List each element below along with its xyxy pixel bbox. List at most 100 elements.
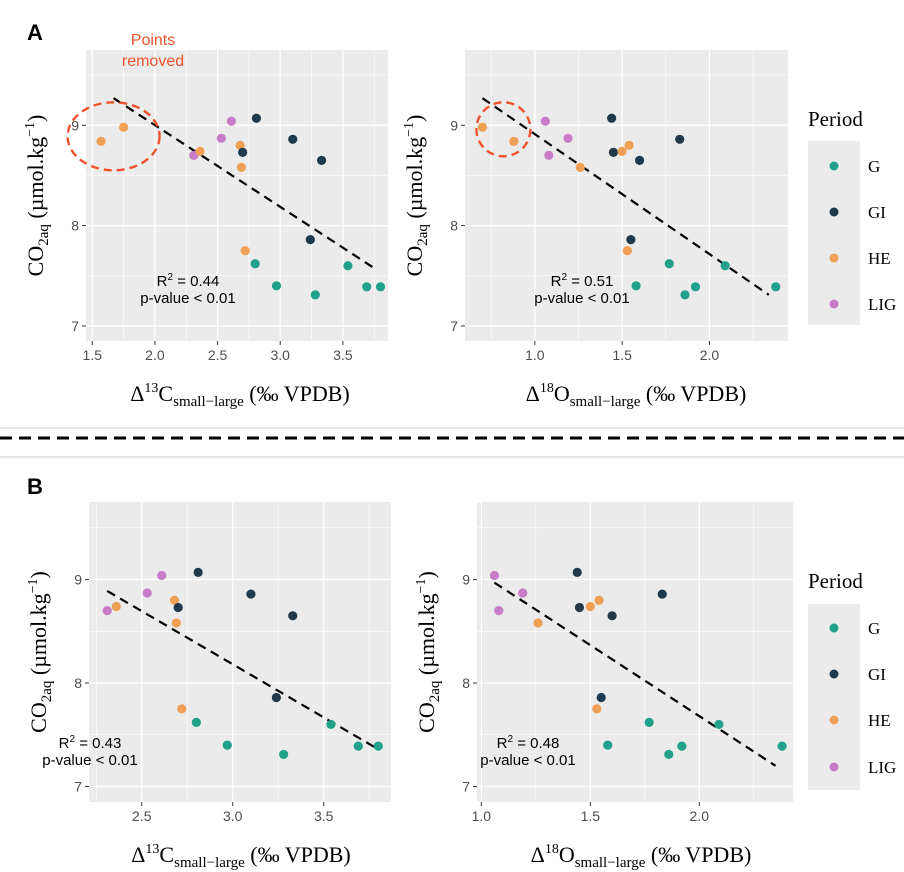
- chart-3-point-g: [353, 741, 363, 751]
- chart-4-point-g: [777, 741, 787, 751]
- chart-1-y-tick-label: 8: [71, 218, 79, 234]
- chart-1-y-title-close: ): [23, 115, 48, 122]
- chart-2-x-title-element: O: [554, 381, 570, 406]
- chart-2-point-he: [624, 140, 634, 150]
- chart-1-r-squared-superscript: 2: [167, 272, 173, 283]
- chart-3-point-he: [171, 618, 181, 628]
- chart-2-y-tick-label: 7: [450, 318, 458, 334]
- chart-4-point-lig: [489, 570, 500, 581]
- chart-2-point-lig: [544, 150, 554, 160]
- chart-1-x-tick-label: 3.0: [270, 347, 290, 363]
- chart-4-x-tick-label: 1.5: [581, 808, 601, 824]
- chart-4-point-gi: [574, 602, 585, 613]
- chart-1-x-title-element: C: [158, 381, 173, 406]
- legend-b-key-g: [829, 623, 839, 633]
- chart-3-point-gi: [193, 567, 203, 577]
- legend-b-label-lig: LIG: [868, 758, 896, 777]
- chart-1-x-tick-label: 2.5: [208, 347, 228, 363]
- chart-4-point-g: [714, 719, 724, 730]
- chart-4-point-g: [664, 749, 674, 760]
- chart-4-y-title-unit: (µmol.kg: [414, 593, 439, 680]
- chart-2-x-tick-label: 1.0: [525, 347, 545, 363]
- chart-4-point-g: [677, 741, 687, 751]
- chart-3-r-squared: R2 = 0.43: [59, 734, 122, 752]
- chart-3-point-gi: [246, 589, 256, 599]
- chart-4-r-squared-superscript: 2: [507, 734, 513, 745]
- legend-a-key-bg: [808, 141, 860, 325]
- chart-3-x-tick-label: 2.5: [132, 808, 152, 824]
- chart-1-point-g: [310, 290, 320, 300]
- chart-3-point-g: [279, 749, 289, 760]
- chart-3-point-he: [177, 704, 187, 714]
- chart-3-point-lig: [157, 570, 167, 581]
- chart-3-point-gi: [271, 692, 281, 703]
- chart-1-point-g: [362, 282, 372, 292]
- chart-1-x-title-subscript: small−large: [173, 394, 244, 410]
- legend-a-label-g: G: [868, 157, 880, 176]
- chart-1-y-title-unit: (µmol.kg: [23, 137, 48, 224]
- chart-1-point-g: [343, 261, 353, 271]
- chart-2-point-he: [509, 136, 519, 146]
- chart-4-point-lig: [518, 588, 528, 598]
- chart-4-x-title-subscript: small−large: [575, 855, 646, 871]
- chart-2-point-gi: [607, 113, 617, 123]
- chart-1-y-tick-label: 9: [71, 117, 79, 133]
- chart-2-x-title-subscript: small−large: [570, 394, 641, 410]
- chart-2-r-squared-symbol: R: [551, 273, 562, 290]
- chart-3-point-he: [111, 601, 121, 612]
- chart-3-point-he: [169, 595, 180, 605]
- chart-3-y-title-co: CO: [26, 702, 51, 733]
- chart-2-point-g: [631, 281, 641, 291]
- chart-2-point-lig: [540, 116, 550, 126]
- chart-4-x-title-delta: Δ: [531, 842, 545, 867]
- chart-1-removed-points-circle: [66, 101, 161, 172]
- legend-a-key-gi: [829, 207, 839, 217]
- chart-3-r-squared-value: = 0.43: [75, 735, 121, 752]
- chart-2-y-axis-title: CO2aq (µmol.kg−1): [402, 115, 431, 277]
- chart-3-y-title-subscript: 2aq: [39, 680, 55, 702]
- chart-1-point-lig: [216, 133, 226, 143]
- legend-b-key-he: [829, 715, 839, 725]
- chart-2-y-title-co: CO: [402, 246, 427, 277]
- chart-1-x-title-unit: (‰ VPDB): [244, 381, 350, 406]
- chart-1-x-tick-label: 3.5: [333, 347, 353, 363]
- chart-2-point-g: [771, 282, 781, 292]
- legend-a-label-lig: LIG: [868, 295, 896, 314]
- chart-4-y-title-superscript: −1: [414, 578, 429, 593]
- chart-2-point-he: [575, 162, 585, 173]
- panel-a-label: A: [27, 20, 43, 45]
- legend-b-label-he: HE: [868, 711, 891, 730]
- chart-4-point-g: [644, 717, 654, 727]
- chart-2-y-tick-label: 8: [450, 218, 458, 234]
- chart-1-y-axis-title: CO2aq (µmol.kg−1): [23, 115, 52, 277]
- chart-3-x-title-delta: Δ: [131, 842, 145, 867]
- chart-2-point-he: [622, 246, 632, 256]
- legend-a: Period G GI HE LIG: [808, 107, 896, 325]
- chart-1-point-g: [250, 259, 260, 269]
- chart-3-x-title-isotope: 13: [145, 842, 159, 857]
- chart-1-point-he: [118, 122, 129, 132]
- chart-4-r-squared: R2 = 0.48: [497, 734, 560, 752]
- chart-3-point-g: [222, 740, 232, 750]
- chart-3-point-g: [373, 741, 383, 751]
- chart-1-y-title-co: CO: [23, 246, 48, 277]
- chart-2-x-axis-title: Δ18Osmall−large (‰ VPDB): [526, 381, 747, 410]
- chart-1-point-g: [375, 282, 386, 292]
- chart-1-point-g: [271, 281, 282, 291]
- chart-3-y-tick-label: 7: [74, 778, 82, 794]
- chart-4-y-title-subscript: 2aq: [427, 680, 443, 702]
- chart-2-y-title-close: ): [402, 115, 427, 122]
- chart-3-x-tick-label: 3.5: [314, 808, 334, 824]
- chart-2-point-lig: [563, 133, 573, 143]
- legend-a-label-gi: GI: [868, 203, 886, 222]
- legend-b-title: Period: [808, 569, 863, 593]
- chart-4-y-tick-label: 7: [462, 778, 470, 794]
- chart-2-point-he: [477, 122, 488, 132]
- chart-1-x-tick-label: 2.0: [145, 347, 165, 363]
- chart-1-point-gi: [305, 235, 315, 245]
- chart-3-y-title-close: ): [26, 571, 51, 578]
- chart-2-x-title-unit: (‰ VPDB): [640, 381, 746, 406]
- legend-a-label-he: HE: [868, 249, 891, 268]
- chart-3-point-lig: [142, 588, 152, 598]
